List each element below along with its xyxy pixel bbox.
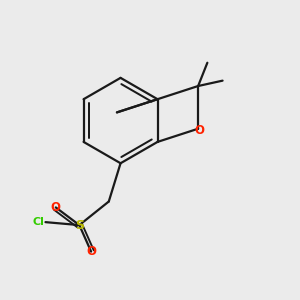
Text: O: O (86, 245, 96, 258)
Text: S: S (75, 219, 84, 232)
Text: Cl: Cl (32, 217, 44, 227)
Text: O: O (195, 124, 205, 137)
Text: O: O (51, 201, 61, 214)
